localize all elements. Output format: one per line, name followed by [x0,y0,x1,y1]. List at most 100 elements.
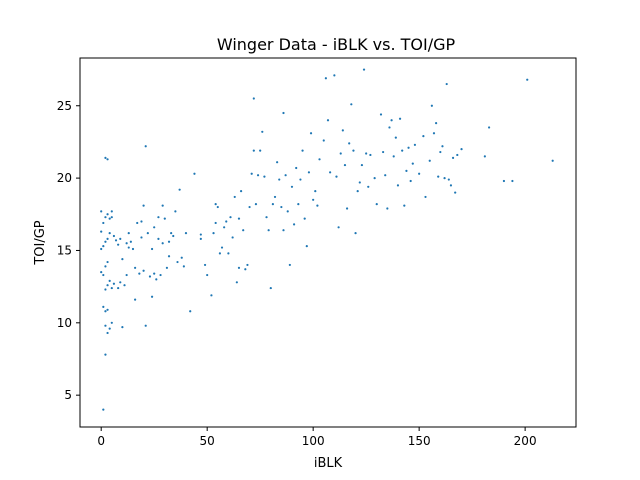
data-point [146,231,149,235]
data-point [119,281,122,284]
data-point [106,260,109,264]
x-tick-label: 200 [514,434,537,448]
data-point [362,68,366,71]
data-point [373,177,376,180]
data-point [256,174,260,177]
data-point [138,272,141,275]
data-point [227,252,230,255]
data-point [307,171,311,174]
y-tick-label: 15 [57,243,72,257]
data-point [284,174,287,177]
y-tick-label: 25 [57,99,72,113]
data-point [502,179,506,183]
data-point [144,324,147,327]
data-point [150,247,154,251]
data-point [104,216,107,219]
data-point [161,204,164,207]
data-point [102,408,105,411]
data-point [142,269,145,272]
data-point [276,161,279,164]
data-point [108,279,111,282]
data-point [263,175,266,178]
data-point [150,295,154,298]
data-point [350,103,353,106]
data-point [104,240,107,243]
data-point [117,286,120,290]
data-point [322,139,325,142]
data-point [131,247,135,251]
data-point [121,258,124,261]
data-point [104,310,107,313]
data-point [443,177,446,180]
data-point [199,233,202,236]
data-point [312,198,315,201]
data-point [345,207,349,210]
data-point [348,142,351,145]
data-point [382,150,385,154]
data-point [106,284,109,287]
data-point [267,229,270,232]
data-point [390,119,393,122]
data-point [112,282,116,285]
data-point [271,203,274,206]
data-point [273,195,277,199]
data-point [182,265,185,268]
data-point [140,220,143,223]
data-point [309,132,313,135]
data-point [526,78,529,81]
data-point [398,117,402,120]
data-point [129,240,132,243]
data-point [110,210,113,213]
data-point [324,77,327,80]
x-tick-label: 150 [408,434,431,448]
data-point [295,166,298,170]
data-point [337,226,340,229]
data-point [369,153,372,157]
data-point [214,203,217,206]
data-point [119,237,122,240]
data-point [108,327,111,330]
data-point [100,230,103,233]
data-point [460,148,463,151]
y-axis-label: TOI/GP [33,220,48,265]
data-point [292,223,296,226]
data-point [100,271,103,274]
data-point [252,149,255,152]
data-point [356,190,359,193]
data-point [432,132,436,135]
data-point [439,150,442,154]
x-tick-label: 0 [97,434,105,448]
data-point [326,119,330,122]
data-point [437,175,440,178]
data-point [134,266,137,269]
data-point [237,217,241,220]
data-points [100,68,554,411]
plot-area-frame [79,57,577,428]
data-point [206,273,209,277]
data-point [104,265,107,268]
data-point [288,263,291,267]
data-point [112,234,116,238]
data-point [165,266,169,269]
data-point [167,240,171,243]
data-point [125,273,128,277]
data-point [401,149,404,152]
x-axis-ticks: 0 50 100 150 200 [97,427,537,448]
data-point [418,172,421,175]
data-point [231,236,234,239]
data-point [483,155,486,158]
data-point [117,243,120,246]
data-point [144,145,147,148]
data-point [235,281,238,284]
data-point [189,310,192,313]
data-point [102,273,105,277]
data-point [413,143,417,146]
data-point [314,190,317,193]
data-point [210,294,213,297]
data-point [223,226,226,229]
data-point [218,252,221,255]
data-point [153,272,156,275]
data-point [248,205,251,209]
